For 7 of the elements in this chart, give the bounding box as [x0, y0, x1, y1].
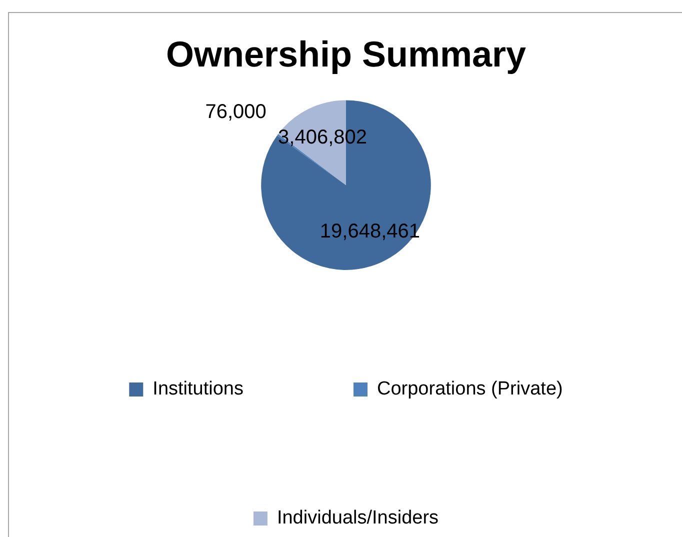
data-label: 76,000 — [205, 100, 266, 123]
legend-label: Individuals/Insiders — [276, 508, 439, 529]
data-label: 3,406,802 — [278, 126, 367, 149]
data-label: 19,648,461 — [320, 220, 420, 242]
chart-title: Ownership Summary — [166, 34, 526, 75]
legend-label: Institutions — [152, 378, 244, 400]
legend-label: Corporations (Private) — [376, 378, 563, 400]
